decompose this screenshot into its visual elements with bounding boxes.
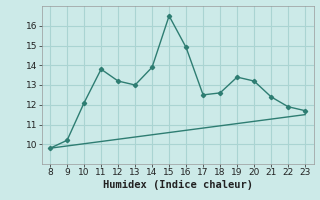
- X-axis label: Humidex (Indice chaleur): Humidex (Indice chaleur): [103, 180, 252, 190]
